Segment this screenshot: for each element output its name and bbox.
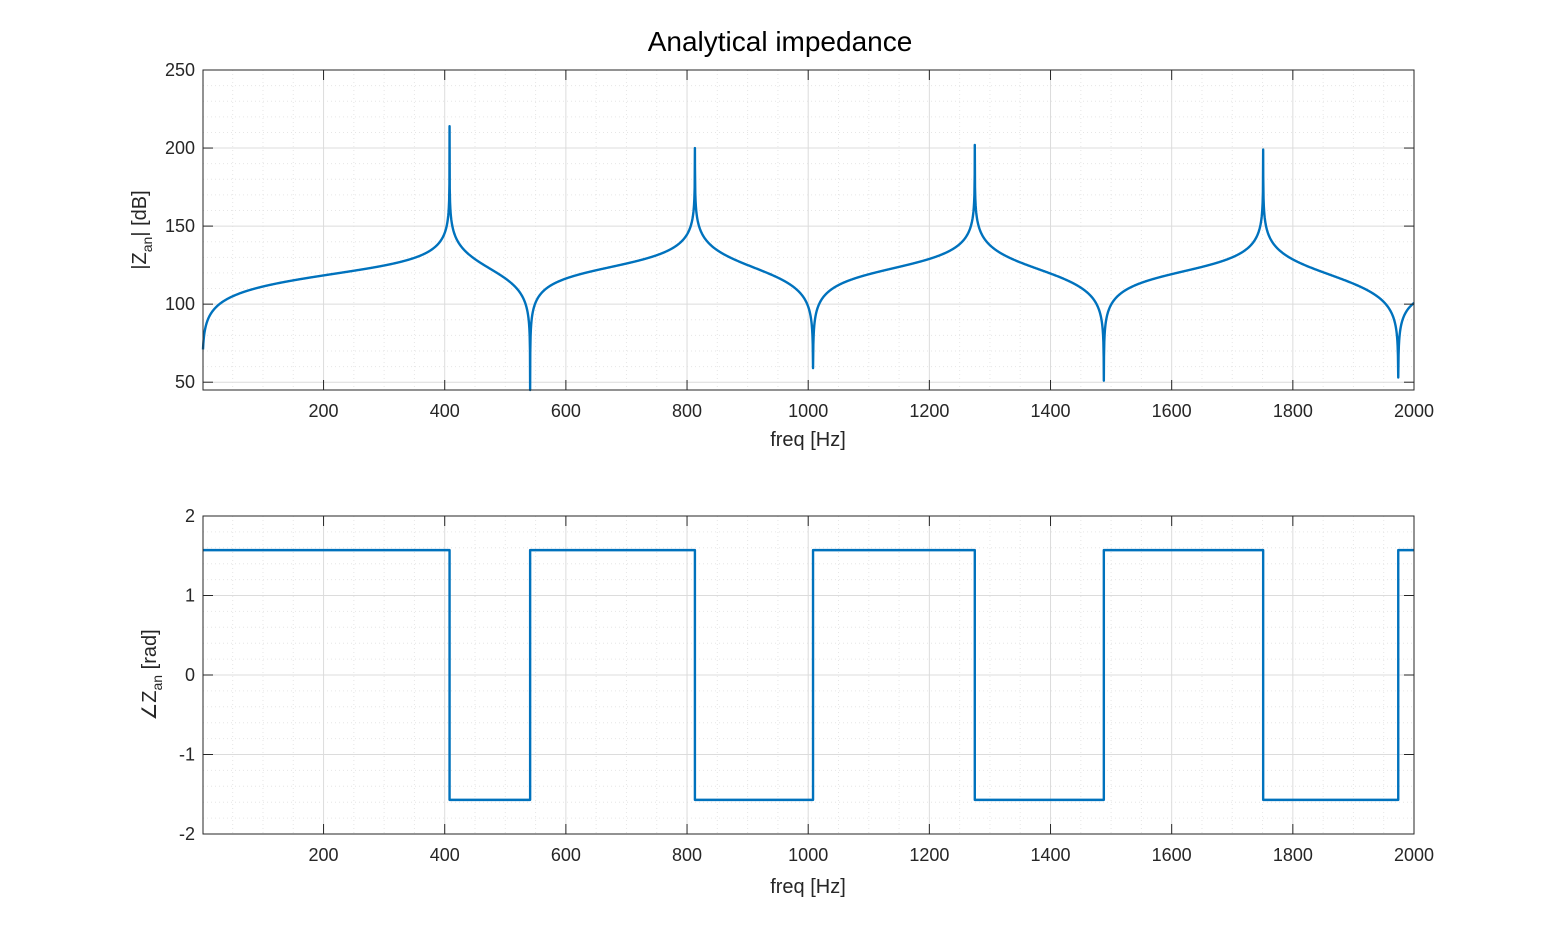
phase-series-line (203, 548, 1414, 802)
magnitude-x-tick-label: 800 (672, 401, 702, 421)
magnitude-axes[interactable]: 200 400 600 800 1000 1200 1400 1600 1800 2000 50 10… (129, 60, 1434, 451)
phase-x-tick-label: 1400 (1030, 845, 1070, 865)
magnitude-x-tick-label: 2000 (1394, 401, 1434, 421)
magnitude-x-axis-label: freq [Hz] (770, 429, 846, 451)
magnitude-y-label-main: |Z (129, 252, 151, 269)
phase-axes[interactable]: 200 400 600 800 1000 1200 1400 1600 1800 2000 -2 -1… (139, 506, 1434, 898)
magnitude-y-tick-label: 100 (165, 294, 195, 314)
magnitude-y-tick-label: 200 (165, 138, 195, 158)
phase-x-tick-label: 600 (551, 845, 581, 865)
magnitude-x-tick-label: 1800 (1273, 401, 1313, 421)
phase-y-tick-label: 1 (185, 586, 195, 606)
phase-x-axis-label: freq [Hz] (770, 876, 846, 898)
phase-y-label-subscript: an (149, 675, 165, 691)
magnitude-x-tick-label: 1000 (788, 401, 828, 421)
magnitude-series-line (201, 125, 1415, 392)
magnitude-y-axis-label: |Zan| [dB] (129, 190, 155, 269)
magnitude-x-tick-label: 400 (430, 401, 460, 421)
phase-y-label-main: ∠Z (139, 691, 161, 721)
phase-ticks: 200 400 600 800 1000 1200 1400 1600 1800 2000 -2 -1… (179, 506, 1434, 865)
magnitude-x-tick-label: 1600 (1152, 401, 1192, 421)
magnitude-y-tick-label: 250 (165, 60, 195, 80)
figure-title: Analytical impedance (648, 26, 913, 57)
phase-y-tick-label: 0 (185, 665, 195, 685)
phase-y-tick-label: 2 (185, 506, 195, 526)
phase-y-axis-label: ∠Zan [rad] (139, 629, 165, 720)
magnitude-y-tick-label: 50 (175, 372, 195, 392)
phase-x-tick-label: 800 (672, 845, 702, 865)
phase-x-tick-label: 1600 (1152, 845, 1192, 865)
magnitude-y-tick-label: 150 (165, 216, 195, 236)
phase-x-tick-label: 1200 (909, 845, 949, 865)
phase-x-tick-label: 1800 (1273, 845, 1313, 865)
magnitude-x-tick-label: 1400 (1030, 401, 1070, 421)
phase-x-tick-label: 200 (309, 845, 339, 865)
phase-y-tick-label: -1 (179, 745, 195, 765)
phase-x-tick-label: 400 (430, 845, 460, 865)
magnitude-x-tick-label: 200 (309, 401, 339, 421)
magnitude-x-tick-label: 1200 (909, 401, 949, 421)
magnitude-y-label-subscript: an (139, 237, 155, 253)
phase-x-tick-label: 1000 (788, 845, 828, 865)
magnitude-ticks: 200 400 600 800 1000 1200 1400 1600 1800 2000 50 10… (165, 60, 1434, 421)
phase-y-label-tail: [rad] (139, 629, 161, 675)
magnitude-y-label-tail: | [dB] (129, 190, 151, 236)
magnitude-x-tick-label: 600 (551, 401, 581, 421)
phase-y-tick-label: -2 (179, 824, 195, 844)
phase-x-tick-label: 2000 (1394, 845, 1434, 865)
